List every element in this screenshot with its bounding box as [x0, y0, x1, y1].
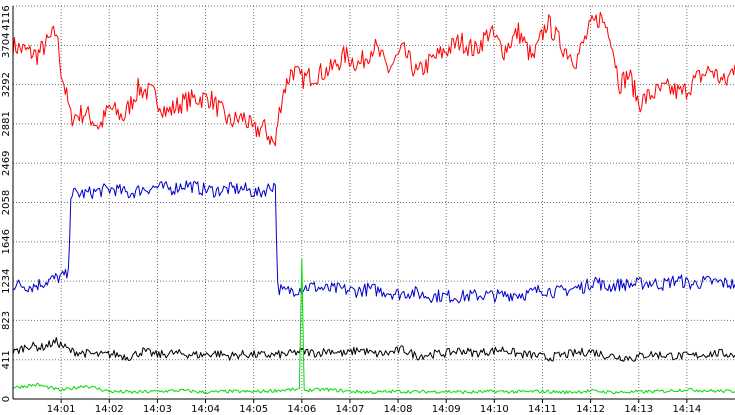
y-tick-label: 1234	[1, 268, 12, 293]
x-tick-label: 14:01	[47, 404, 76, 415]
y-tick-labels: 0 411 823 1234 1646 2058 2469 2881 3292 3704 4116	[1, 5, 12, 402]
series-line-2	[12, 337, 735, 362]
x-tick-labels: 14:01 14:02 14:03 14:04 14:05 14:06 14:07 14:08…	[47, 404, 702, 415]
y-tick-label: 2881	[1, 111, 12, 136]
series-line-0	[12, 11, 735, 147]
series-line-1	[12, 180, 735, 304]
y-tick-label: 3704	[1, 33, 12, 58]
x-tick-label: 14:13	[624, 404, 653, 415]
grid	[13, 5, 735, 399]
x-tick-label: 14:12	[576, 404, 605, 415]
x-tick-label: 14:06	[287, 404, 316, 415]
x-tick-label: 14:09	[432, 404, 461, 415]
y-tick-label: 2058	[1, 190, 12, 215]
series-layer	[12, 11, 735, 395]
y-tick-label: 411	[1, 350, 12, 369]
series-line-3	[12, 258, 735, 395]
y-tick-label: 823	[1, 311, 12, 330]
x-tick-label: 14:04	[191, 404, 220, 415]
y-tick-label: 0	[1, 396, 12, 402]
x-tick-label: 14:05	[239, 404, 268, 415]
axes	[12, 6, 735, 403]
x-tick-label: 14:11	[528, 404, 557, 415]
y-tick-label: 1646	[1, 229, 12, 254]
x-tick-label: 14:08	[384, 404, 413, 415]
x-tick-label: 14:14	[672, 404, 701, 415]
y-tick-label: 2469	[1, 151, 12, 176]
x-tick-label: 14:03	[143, 404, 172, 415]
x-tick-label: 14:07	[336, 404, 365, 415]
y-tick-label: 3292	[1, 72, 12, 97]
x-tick-label: 14:02	[95, 404, 124, 415]
x-tick-label: 14:10	[480, 404, 509, 415]
y-tick-label: 4116	[1, 5, 12, 30]
